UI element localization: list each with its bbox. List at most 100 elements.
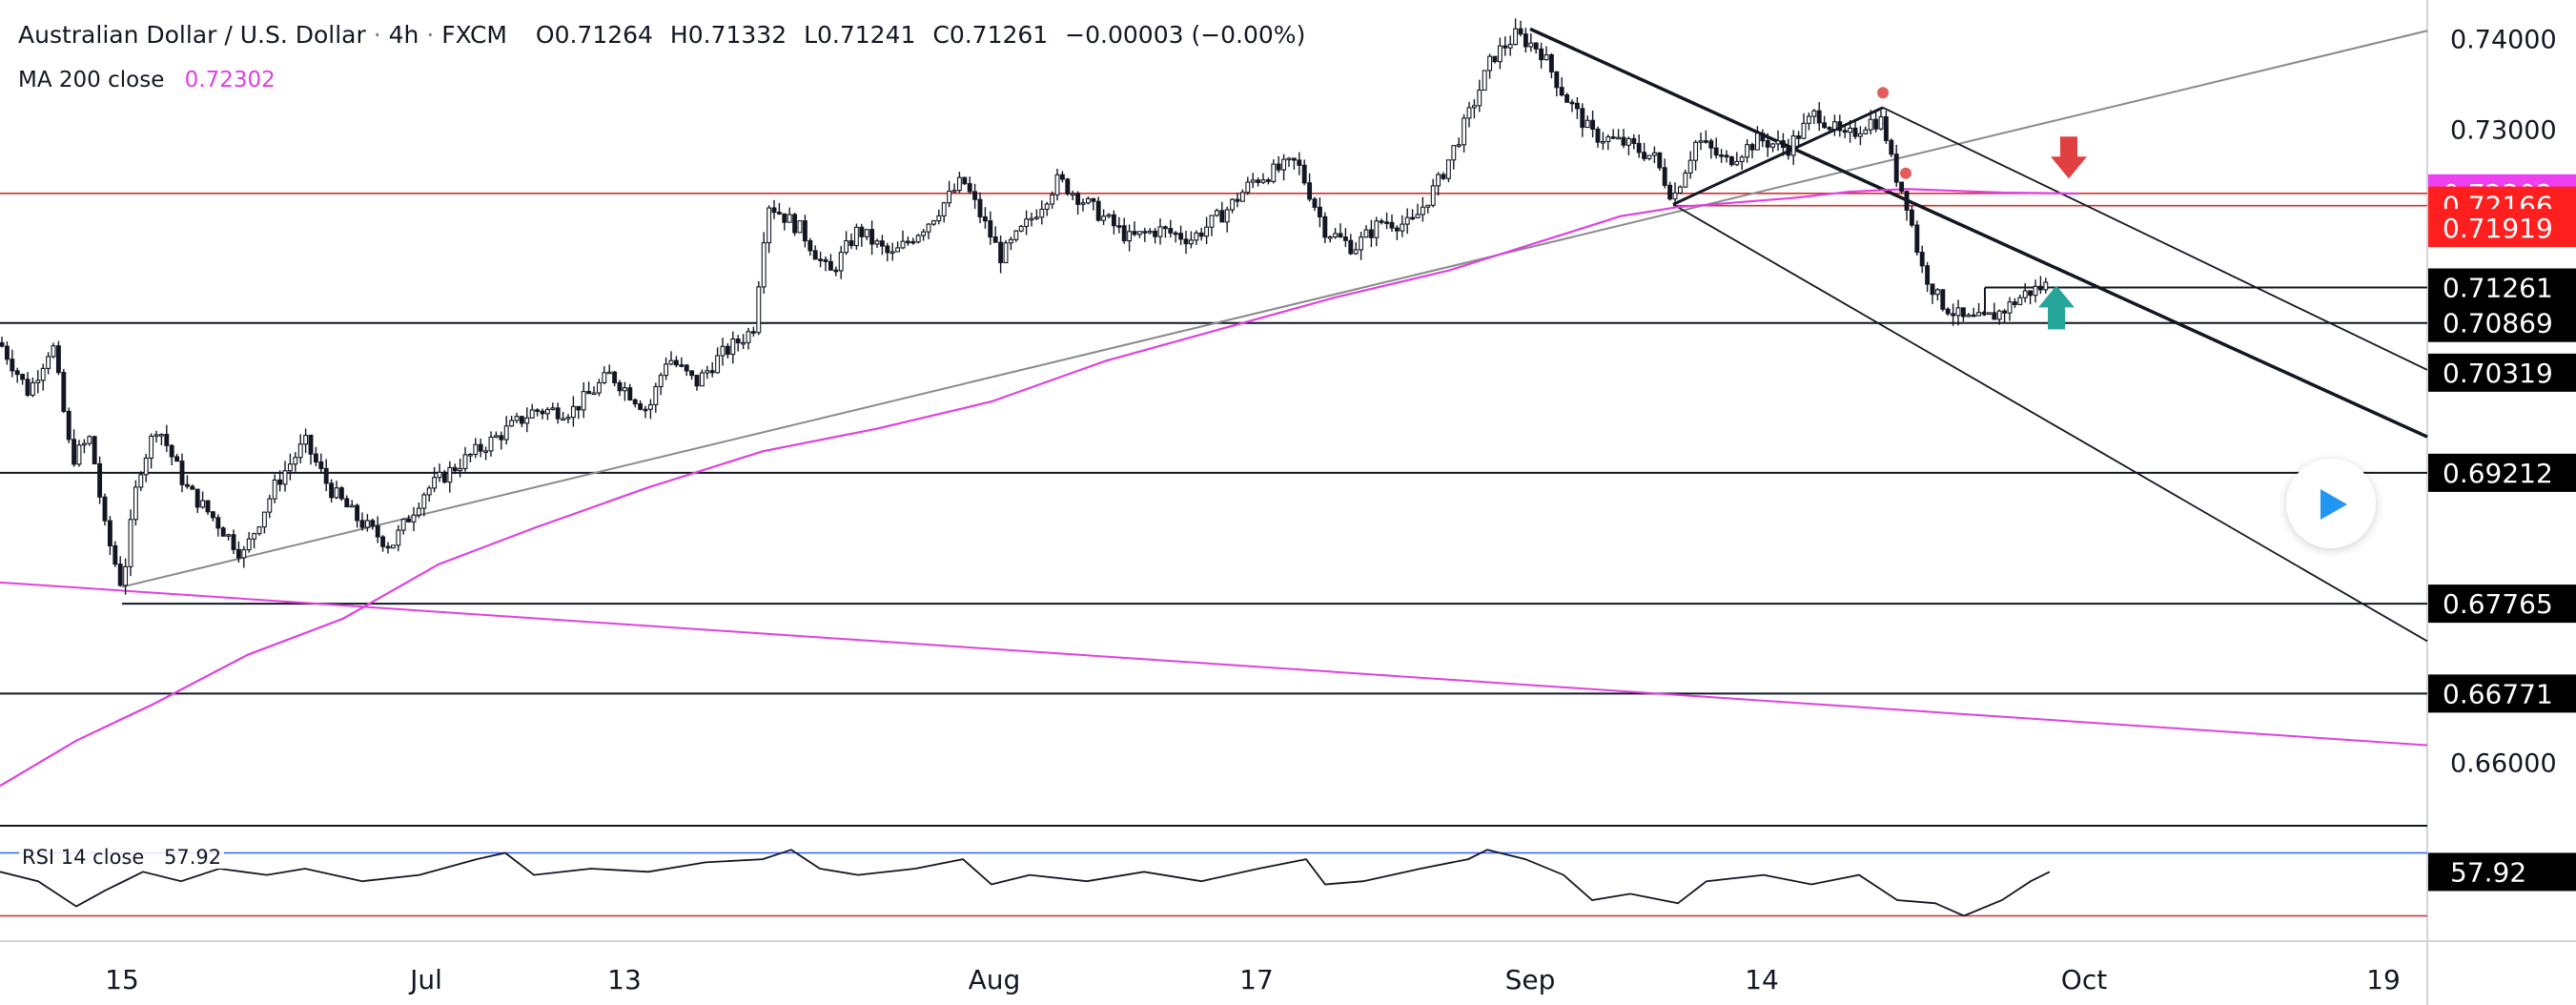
candle-body — [210, 511, 215, 519]
candle — [355, 503, 360, 528]
candle-body — [808, 239, 813, 252]
candle — [370, 518, 376, 530]
candle-body — [1806, 115, 1811, 124]
candle-body — [612, 371, 618, 383]
ma-legend[interactable]: MA 200 close 0.72302 — [18, 68, 276, 92]
time-axis[interactable]: 15 Jul 13 Aug 17 Sep 14 Oct 19 — [105, 964, 2401, 995]
play-button[interactable] — [2286, 459, 2376, 548]
candle-body — [421, 494, 427, 509]
candle — [1209, 215, 1215, 236]
candle-body — [591, 392, 597, 396]
candles-layer — [0, 18, 2049, 595]
candle-body — [2012, 301, 2017, 305]
candle — [1116, 216, 1122, 234]
candle-body — [200, 500, 206, 508]
candle — [664, 357, 669, 380]
candle-body — [133, 486, 138, 521]
candle-body — [1445, 159, 1451, 179]
candle — [622, 381, 627, 401]
candle-body — [1966, 314, 1972, 318]
price-badge-bg — [2428, 268, 2576, 307]
candle-body — [1667, 184, 1673, 200]
candle-body — [1338, 233, 1343, 238]
candle-body — [437, 471, 442, 479]
candle-body — [1951, 313, 1956, 317]
arrow-up-stem — [2048, 306, 2065, 330]
candle-body — [1394, 227, 1400, 232]
candle-body — [0, 341, 5, 347]
price-axis[interactable]: 0.740000.730000.660000.723020.721660.719… — [2428, 26, 2576, 779]
candle — [1765, 133, 1770, 157]
candle-body — [1539, 48, 1544, 61]
candle — [1754, 126, 1760, 151]
candle-body — [282, 470, 288, 485]
candle-body — [1033, 216, 1039, 219]
candle — [1477, 79, 1482, 113]
candle — [1811, 109, 1817, 125]
rsi-badge-bg — [2428, 852, 2576, 892]
candle-body — [750, 331, 756, 334]
time-tick-label: Oct — [2061, 964, 2107, 995]
candle-body — [930, 220, 936, 225]
candle — [576, 405, 582, 420]
candle — [1142, 227, 1148, 242]
candle-body — [715, 355, 721, 374]
candle — [76, 440, 82, 467]
candle-body — [1230, 198, 1236, 211]
ohlc-low: L0.71241 — [804, 21, 916, 49]
candle-body — [1631, 137, 1637, 145]
candle — [1466, 101, 1472, 128]
candle-body — [632, 399, 638, 405]
candle-body — [1544, 54, 1549, 61]
candle-body — [818, 258, 824, 261]
candle-body — [503, 425, 509, 441]
candle-body — [1178, 233, 1184, 240]
candle — [1539, 42, 1544, 69]
candle-body — [364, 520, 370, 528]
candle — [349, 500, 355, 508]
candle-body — [1400, 223, 1405, 232]
candle-body — [1533, 42, 1539, 50]
candle — [797, 220, 803, 234]
candle — [1816, 102, 1822, 132]
candle-body — [1724, 154, 1729, 158]
candle — [231, 529, 236, 555]
candle — [1353, 242, 1359, 256]
candle — [750, 326, 756, 338]
candle-body — [452, 466, 458, 472]
candle-body — [1425, 204, 1431, 208]
candle — [1271, 159, 1277, 184]
candle — [1559, 77, 1564, 97]
rsi-legend[interactable]: RSI 14 close 57.92 — [19, 846, 225, 869]
candle — [1672, 182, 1678, 202]
candle-body — [1790, 135, 1796, 156]
candle — [92, 435, 97, 465]
candle — [1425, 204, 1431, 214]
candle-body — [565, 417, 571, 420]
candle-body — [355, 504, 360, 522]
candle-body — [338, 487, 344, 500]
candle-body — [252, 533, 257, 540]
candle-body — [462, 454, 468, 470]
candle — [1136, 231, 1142, 238]
candle — [1168, 219, 1174, 238]
candle — [35, 370, 41, 394]
candle — [1451, 145, 1457, 170]
candle-body — [81, 442, 87, 446]
candle — [215, 514, 221, 537]
candle — [1363, 225, 1369, 238]
candle-body — [1482, 70, 1487, 92]
candle-body — [561, 418, 566, 421]
candle — [462, 446, 468, 472]
candle — [1703, 130, 1708, 144]
candle — [488, 431, 494, 457]
candle-body — [1492, 55, 1498, 63]
candle — [2037, 276, 2043, 295]
candle — [715, 347, 721, 374]
candle — [1024, 210, 1030, 236]
candle — [962, 176, 968, 186]
candle — [432, 466, 438, 493]
candle — [767, 205, 772, 254]
candle-body — [1955, 307, 1961, 317]
